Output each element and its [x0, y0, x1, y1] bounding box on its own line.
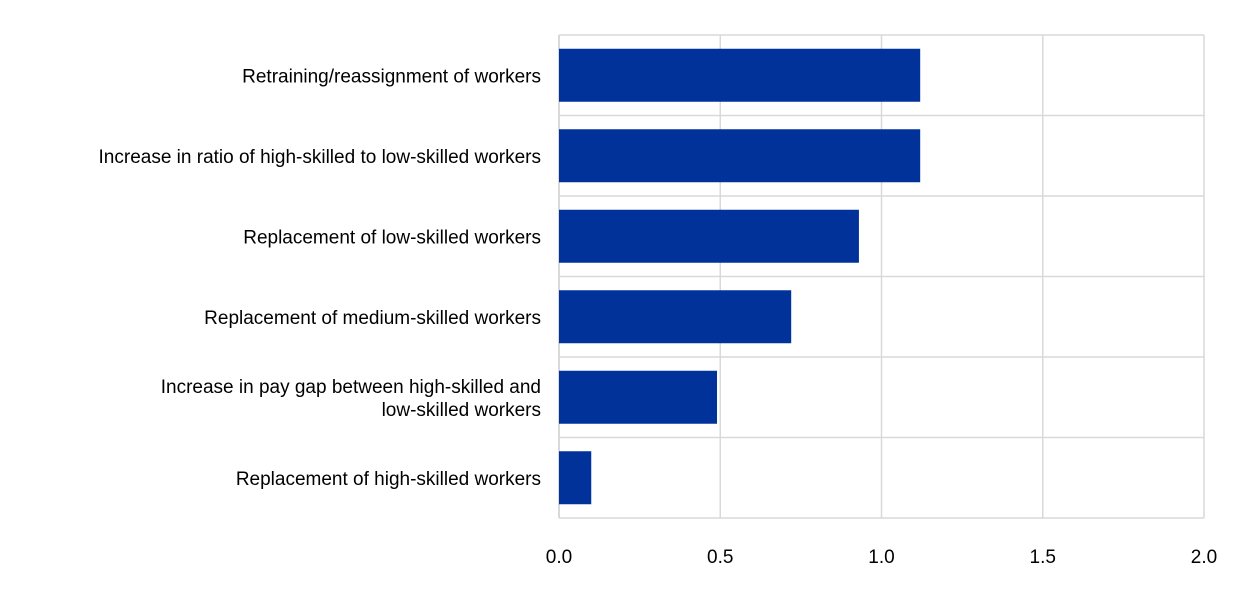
x-tick-label: 1.0: [868, 547, 894, 568]
category-label: Replacement of high-skilled workers: [236, 469, 541, 490]
category-label: Increase in ratio of high-skilled to low…: [99, 147, 541, 168]
category-label: Replacement of medium-skilled workers: [204, 308, 541, 329]
x-tick-label: 1.5: [1030, 547, 1056, 568]
bar: [559, 290, 792, 344]
category-label: Retraining/reassignment of workers: [242, 66, 541, 87]
category-label: Increase in pay gap between high-skilled…: [161, 377, 541, 398]
x-tick-label: 2.0: [1191, 547, 1217, 568]
x-tick-label: 0.0: [546, 547, 572, 568]
bar: [559, 209, 859, 263]
bar: [559, 451, 592, 505]
category-label: Replacement of low-skilled workers: [243, 227, 541, 248]
bar: [559, 370, 718, 424]
category-label: low-skilled workers: [382, 400, 541, 421]
x-tick-label: 0.5: [707, 547, 733, 568]
bar: [559, 48, 921, 102]
bar: [559, 129, 921, 183]
